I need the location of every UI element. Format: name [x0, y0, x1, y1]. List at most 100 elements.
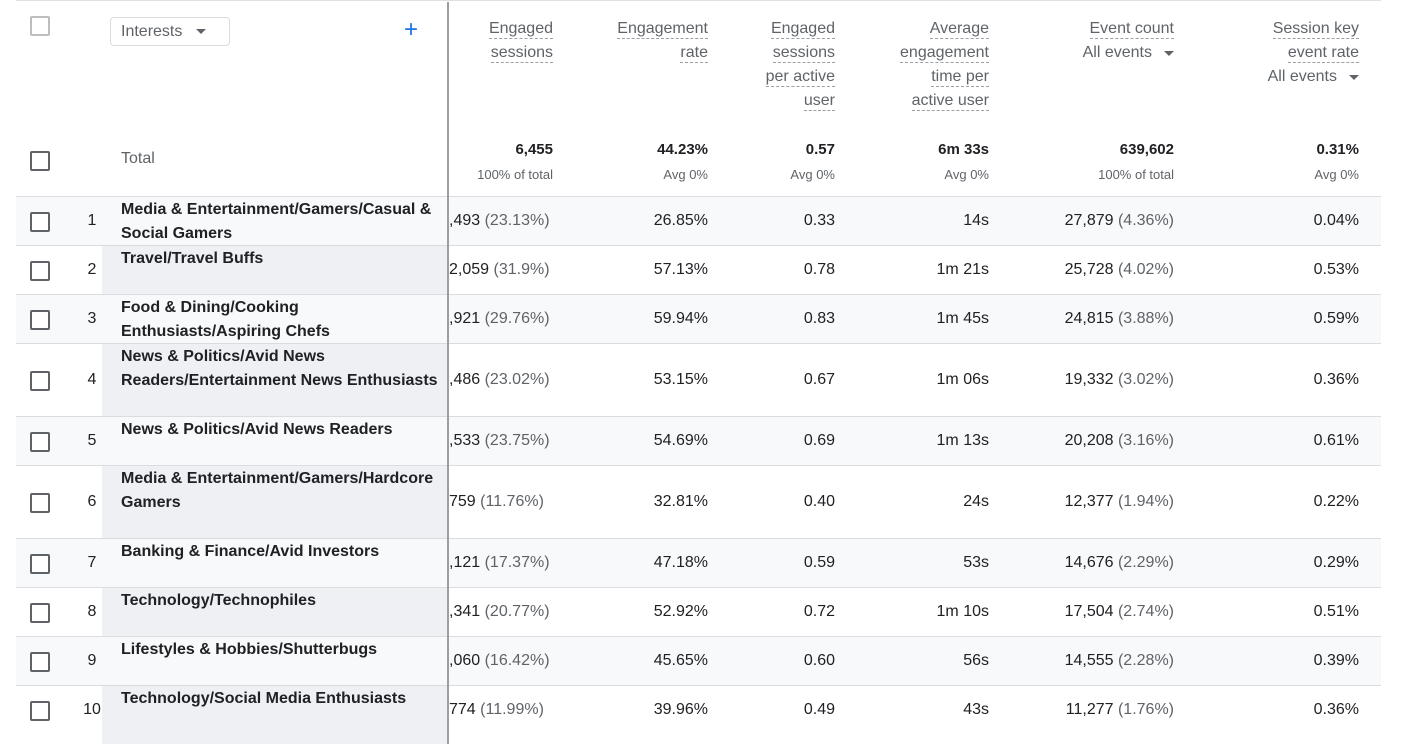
cell-value: 2,059	[449, 260, 490, 278]
cell-value: 54.69%	[653, 431, 708, 449]
total-subtext: Avg 0%	[1314, 167, 1359, 182]
column-divider[interactable]	[447, 2, 449, 744]
column-header-text: user	[803, 92, 835, 111]
column-header-engaged-per-user[interactable]: Engaged sessions per active user	[725, 17, 835, 113]
table-row[interactable]: 7 Banking & Finance/Avid Investors ,121 (1…	[16, 538, 1381, 587]
cell-engaged-per-user: 0.72	[675, 603, 835, 621]
cell-engaged-sessions: ,533 (23.75%)	[449, 432, 553, 450]
row-dimension-name[interactable]: Lifestyles & Hobbies/Shutterbugs	[121, 640, 378, 658]
row-dimension-name[interactable]: News & Politics/Avid News Readers/Entert…	[121, 347, 438, 389]
cell-value: 0.22%	[1313, 492, 1359, 510]
cell-percent: (1.94%)	[1117, 492, 1174, 510]
row-checkbox[interactable]	[30, 492, 50, 513]
cell-engagement-rate: 39.96%	[548, 701, 708, 719]
cell-value: 0.36%	[1313, 370, 1359, 388]
cell-event-count: 25,728 (4.02%)	[1014, 261, 1174, 279]
row-dimension-name[interactable]: Food & Dining/Cooking Enthusiasts/Aspiri…	[121, 298, 330, 340]
row-number: 1	[87, 211, 97, 229]
table-row[interactable]: 5 News & Politics/Avid News Readers ,533 (…	[16, 416, 1381, 465]
cell-value: 0.69	[803, 431, 835, 449]
row-dimension-name[interactable]: Technology/Social Media Enthusiasts	[121, 689, 407, 707]
cell-value: 26.85%	[653, 211, 708, 229]
event-filter-label: All events	[1267, 68, 1337, 85]
row-dimension-name[interactable]: Banking & Finance/Avid Investors	[121, 542, 380, 560]
cell-value: 12,377	[1064, 492, 1114, 510]
cell-value: 0.59%	[1313, 309, 1359, 327]
cell-event-count: 24,815 (3.88%)	[1014, 310, 1174, 328]
column-header-text: time per	[931, 68, 989, 87]
table-row[interactable]: 4 News & Politics/Avid News Readers/Enter…	[16, 343, 1381, 416]
row-dimension-name[interactable]: Technology/Technophiles	[121, 591, 316, 609]
row-dimension-name[interactable]: Travel/Travel Buffs	[121, 249, 264, 267]
event-filter-select[interactable]: All events	[1268, 65, 1359, 89]
cell-value: 0.59	[803, 553, 835, 571]
chevron-down-icon	[1164, 50, 1174, 56]
cell-value: 1m 21s	[936, 260, 989, 278]
row-checkbox[interactable]	[30, 260, 50, 281]
cell-event-count: 17,504 (2.74%)	[1014, 603, 1174, 621]
cell-value: 0.40	[803, 492, 835, 510]
column-header-engaged-sessions[interactable]: Engaged sessions	[433, 17, 553, 65]
dimension-select[interactable]: Interests	[110, 17, 230, 46]
cell-value: 14s	[963, 211, 989, 229]
cell-value: 0.51%	[1313, 602, 1359, 620]
cell-value: ,341	[449, 602, 481, 620]
total-value: 639,602	[1119, 141, 1174, 158]
column-header-text: Engagement	[617, 20, 708, 39]
cell-engagement-rate: 47.18%	[548, 554, 708, 572]
cell-percent: (4.02%)	[1117, 260, 1174, 278]
row-checkbox[interactable]	[30, 309, 50, 330]
cell-avg-engagement: 43s	[829, 701, 989, 719]
cell-value: 32.81%	[653, 492, 708, 510]
column-header-session-key-rate[interactable]: Session key event rate All events	[1209, 17, 1359, 89]
table-row[interactable]: 1 Media & Entertainment/Gamers/Casual & S…	[16, 196, 1381, 245]
cell-avg-engagement: 1m 21s	[829, 261, 989, 279]
cell-engagement-rate: 45.65%	[548, 652, 708, 670]
table-row[interactable]: 2 Travel/Travel Buffs 2,059 (31.9%) 57.13% 0…	[16, 245, 1381, 294]
row-dimension-name[interactable]: News & Politics/Avid News Readers	[121, 420, 393, 438]
total-value: 6m 33s	[938, 141, 989, 158]
column-header-engagement-rate[interactable]: Engagement rate	[578, 17, 708, 65]
cell-percent: (31.9%)	[493, 260, 550, 278]
table-row[interactable]: 6 Media & Entertainment/Gamers/Hardcore G…	[16, 465, 1381, 538]
total-subtext: 100% of total	[477, 167, 553, 182]
row-checkbox[interactable]	[30, 651, 50, 672]
row-checkbox[interactable]	[30, 211, 50, 232]
cell-percent: (3.16%)	[1117, 431, 1174, 449]
row-dimension-name[interactable]: Media & Entertainment/Gamers/Casual & So…	[121, 200, 432, 242]
row-checkbox[interactable]	[30, 553, 50, 574]
cell-value: 24,815	[1064, 309, 1114, 327]
row-checkbox[interactable]	[30, 700, 50, 721]
table-row[interactable]: 9 Lifestyles & Hobbies/Shutterbugs ,060 (1…	[16, 636, 1381, 685]
dimension-select-label: Interests	[121, 22, 183, 40]
cell-avg-engagement: 56s	[829, 652, 989, 670]
cell-value: ,060	[449, 651, 481, 669]
table-row[interactable]: 8 Technology/Technophiles ,341 (20.77%) 52.…	[16, 587, 1381, 636]
table-row[interactable]: 10 Technology/Social Media Enthusiasts 774…	[16, 685, 1381, 734]
row-checkbox[interactable]	[30, 431, 50, 452]
cell-value: 0.04%	[1313, 211, 1359, 229]
chevron-down-icon	[1349, 74, 1359, 80]
cell-value: 11,277	[1065, 700, 1114, 718]
row-dimension-name[interactable]: Media & Entertainment/Gamers/Hardcore Ga…	[121, 469, 434, 511]
event-filter-select[interactable]: All events	[1083, 41, 1174, 65]
column-header-event-count[interactable]: Event count All events	[1024, 17, 1174, 65]
cell-engaged-per-user: 0.49	[675, 701, 835, 719]
row-checkbox[interactable]	[30, 602, 50, 623]
plus-icon[interactable]: +	[404, 16, 419, 43]
cell-percent: (4.36%)	[1117, 211, 1174, 229]
header-select-all-checkbox[interactable]	[30, 16, 50, 36]
cell-value: 53s	[963, 553, 989, 571]
cell-engaged-sessions: ,121 (17.37%)	[449, 554, 553, 572]
cell-avg-engagement: 1m 45s	[829, 310, 989, 328]
cell-value: 20,208	[1064, 431, 1114, 449]
total-row-checkbox[interactable]	[30, 151, 50, 171]
cell-value: 14,555	[1064, 651, 1114, 669]
row-number: 5	[87, 431, 97, 449]
column-header-avg-engagement[interactable]: Average engagement time per active user	[849, 17, 989, 113]
cell-value: 24s	[963, 492, 989, 510]
row-checkbox[interactable]	[30, 370, 50, 391]
table-row[interactable]: 3 Food & Dining/Cooking Enthusiasts/Aspir…	[16, 294, 1381, 343]
total-value: 44.23%	[657, 141, 708, 158]
cell-engaged-per-user: 0.33	[675, 212, 835, 230]
